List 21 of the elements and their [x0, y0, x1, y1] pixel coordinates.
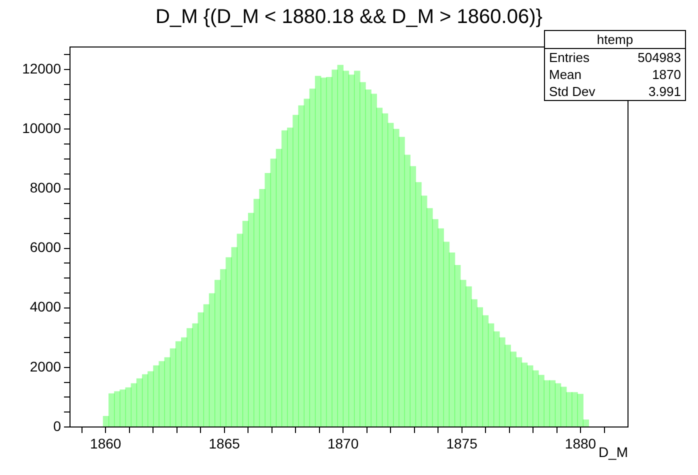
y-tick-label: 10000 — [22, 120, 62, 136]
annotation: Mean — [549, 67, 582, 82]
x-tick-label: 1880 — [564, 435, 596, 452]
x-axis-title: D_M — [598, 444, 628, 460]
y-tick-label: 2000 — [30, 358, 62, 374]
annotation: Entries — [549, 50, 590, 65]
x-tick-label: 1875 — [446, 435, 478, 452]
y-tick-label: 8000 — [30, 180, 62, 196]
text: 1870 — [652, 67, 681, 82]
text: 504983 — [638, 50, 681, 65]
y-tick-label: 0 — [53, 418, 62, 434]
x-tick-label: 1860 — [90, 435, 122, 452]
x-tick-label: 1865 — [208, 435, 240, 452]
y-tick-label: 4000 — [30, 298, 62, 315]
chart-title: D_M {(D_M < 1880.18 && D_M > 1860.06)} — [154, 6, 544, 29]
text: 3.991 — [648, 84, 681, 99]
x-tick-label: 1870 — [327, 435, 359, 452]
annotation: Std Dev — [549, 84, 596, 99]
annotation: htemp — [545, 31, 685, 49]
y-tick-label: 12000 — [22, 60, 62, 76]
y-tick-label: 6000 — [30, 239, 62, 256]
